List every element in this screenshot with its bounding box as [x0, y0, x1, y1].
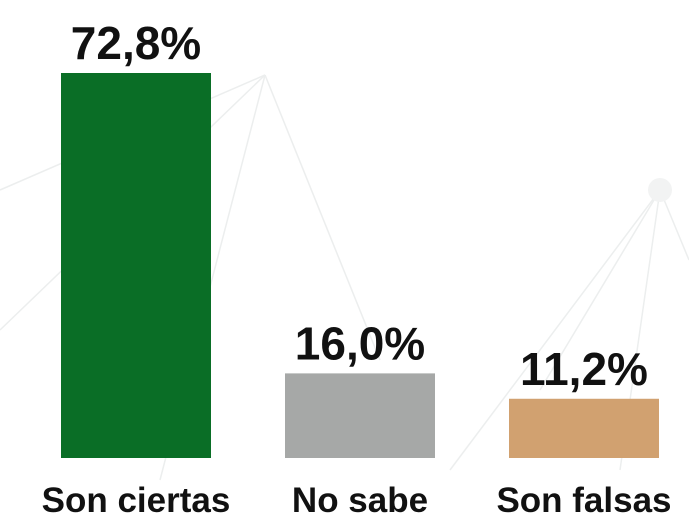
- value-label: 16,0%: [295, 317, 425, 369]
- value-label: 11,2%: [520, 343, 648, 395]
- category-label: Son ciertas: [42, 481, 231, 517]
- bar: [61, 73, 211, 458]
- value-label: 72,8%: [71, 17, 201, 69]
- bar: [285, 373, 435, 458]
- category-label: Son falsas: [496, 481, 671, 517]
- background-network: [0, 74, 689, 481]
- bar: [509, 398, 659, 458]
- category-label: No sabe: [292, 481, 428, 517]
